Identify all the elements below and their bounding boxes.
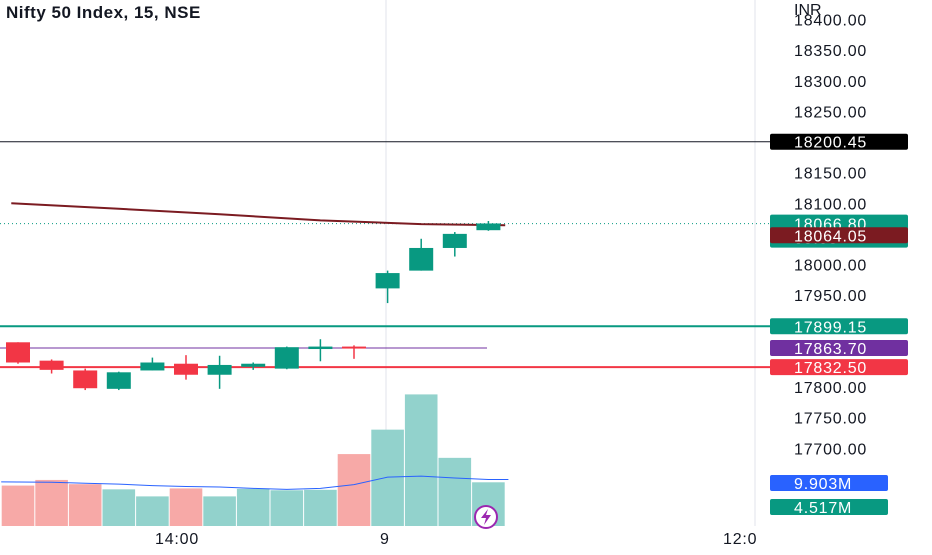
price-tag-purple: [770, 339, 908, 356]
ma-price-label: 18064.05: [794, 228, 867, 245]
candle: [39, 359, 64, 374]
volume-bar: [203, 496, 236, 526]
volume-bars: [1, 394, 505, 526]
candle-body: [73, 370, 98, 389]
volume-bar: [337, 454, 371, 526]
candle: [274, 346, 299, 370]
price-tag-label: 17832.50: [794, 360, 867, 377]
volume-ma-line: [1, 475, 509, 490]
candle: [207, 355, 232, 389]
chart-title: Nifty 50 Index, 15, NSE: [6, 3, 201, 22]
time-tick-label: 14:00: [155, 531, 199, 548]
candle: [442, 232, 467, 257]
candle: [409, 238, 434, 271]
price-tag-label: 17899.15: [794, 319, 867, 336]
horizontal-lines[interactable]: [0, 141, 770, 369]
volume-bar: [169, 488, 203, 526]
ma-line: [11, 202, 506, 227]
price-tag-black: [770, 133, 908, 150]
volume-tag-label: 9.903M: [794, 476, 852, 493]
price-tag-red: [770, 359, 908, 376]
time-tick-label: 12:0: [723, 531, 757, 548]
candle-body: [342, 346, 366, 349]
candle-body: [274, 347, 299, 369]
grid: [385, 0, 756, 526]
volume-tag: [770, 475, 888, 491]
candle-body: [476, 223, 501, 231]
price-axis[interactable]: 18400.00 18350.00 18300.00 18250.00 18150.00…: [794, 13, 867, 459]
volume-bar: [35, 479, 68, 526]
volume-tag: [770, 499, 888, 515]
price-tick-label: 18250.00: [794, 104, 867, 121]
volume-bar: [404, 394, 438, 526]
time-tick-label: 9: [380, 531, 390, 548]
ma-price-tag: [770, 227, 908, 244]
candle: [308, 339, 333, 362]
price-tick-label: 17750.00: [794, 411, 867, 428]
price-tick-label: 17700.00: [794, 441, 867, 458]
volume-bar: [136, 496, 169, 526]
candle-body: [106, 372, 131, 389]
price-tick-label: 17800.00: [794, 380, 867, 397]
moving-average: [11, 202, 506, 227]
volume-moving-average: [1, 475, 509, 490]
candle-body: [207, 364, 232, 375]
candle: [342, 345, 366, 359]
volume-bar: [1, 485, 35, 526]
currency-label: INR: [794, 2, 822, 19]
candle-body: [6, 342, 30, 363]
price-tags: 18200.4517899.1517863.7017832.5018066.80…: [770, 133, 908, 517]
lightning-icon: [481, 509, 491, 525]
volume-bar: [68, 484, 102, 526]
candle: [140, 357, 165, 371]
candle: [241, 362, 266, 370]
replay-icon[interactable]: [474, 505, 498, 529]
candle: [73, 368, 98, 391]
volume-tag-label: 4.517M: [794, 500, 852, 517]
candle-body: [409, 247, 434, 271]
candle: [106, 371, 131, 391]
price-tick-label: 18350.00: [794, 43, 867, 60]
price-tick-label: 18300.00: [794, 74, 867, 91]
candle-body: [39, 360, 64, 370]
volume-bar: [438, 457, 472, 526]
candles: [6, 221, 501, 391]
candle-body: [174, 363, 198, 375]
volume-bar: [371, 429, 404, 526]
candle-body: [375, 273, 400, 289]
price-tick-label: 18150.00: [794, 166, 867, 183]
price-tick-label: 18100.00: [794, 196, 867, 213]
candle-body: [442, 233, 467, 248]
volume-bar: [270, 490, 304, 526]
time-axis[interactable]: 14:00 9 12:0: [155, 531, 757, 548]
price-tick-label: 17950.00: [794, 288, 867, 305]
candle-body: [308, 346, 333, 350]
candle-body: [241, 363, 266, 367]
volume-bar: [102, 489, 136, 526]
candle: [6, 342, 30, 364]
candle-body: [140, 362, 165, 371]
candle: [476, 221, 501, 231]
candle: [174, 355, 198, 380]
volume-bar: [236, 488, 270, 526]
volume-bar: [304, 489, 337, 526]
price-tag-label: 18200.45: [794, 135, 867, 152]
price-tick-label: 18400.00: [794, 13, 867, 30]
price-tag-label: 17863.70: [794, 341, 867, 358]
price-tag-green: [770, 318, 908, 335]
candle: [375, 270, 400, 304]
price-tick-label: 18000.00: [794, 258, 867, 275]
